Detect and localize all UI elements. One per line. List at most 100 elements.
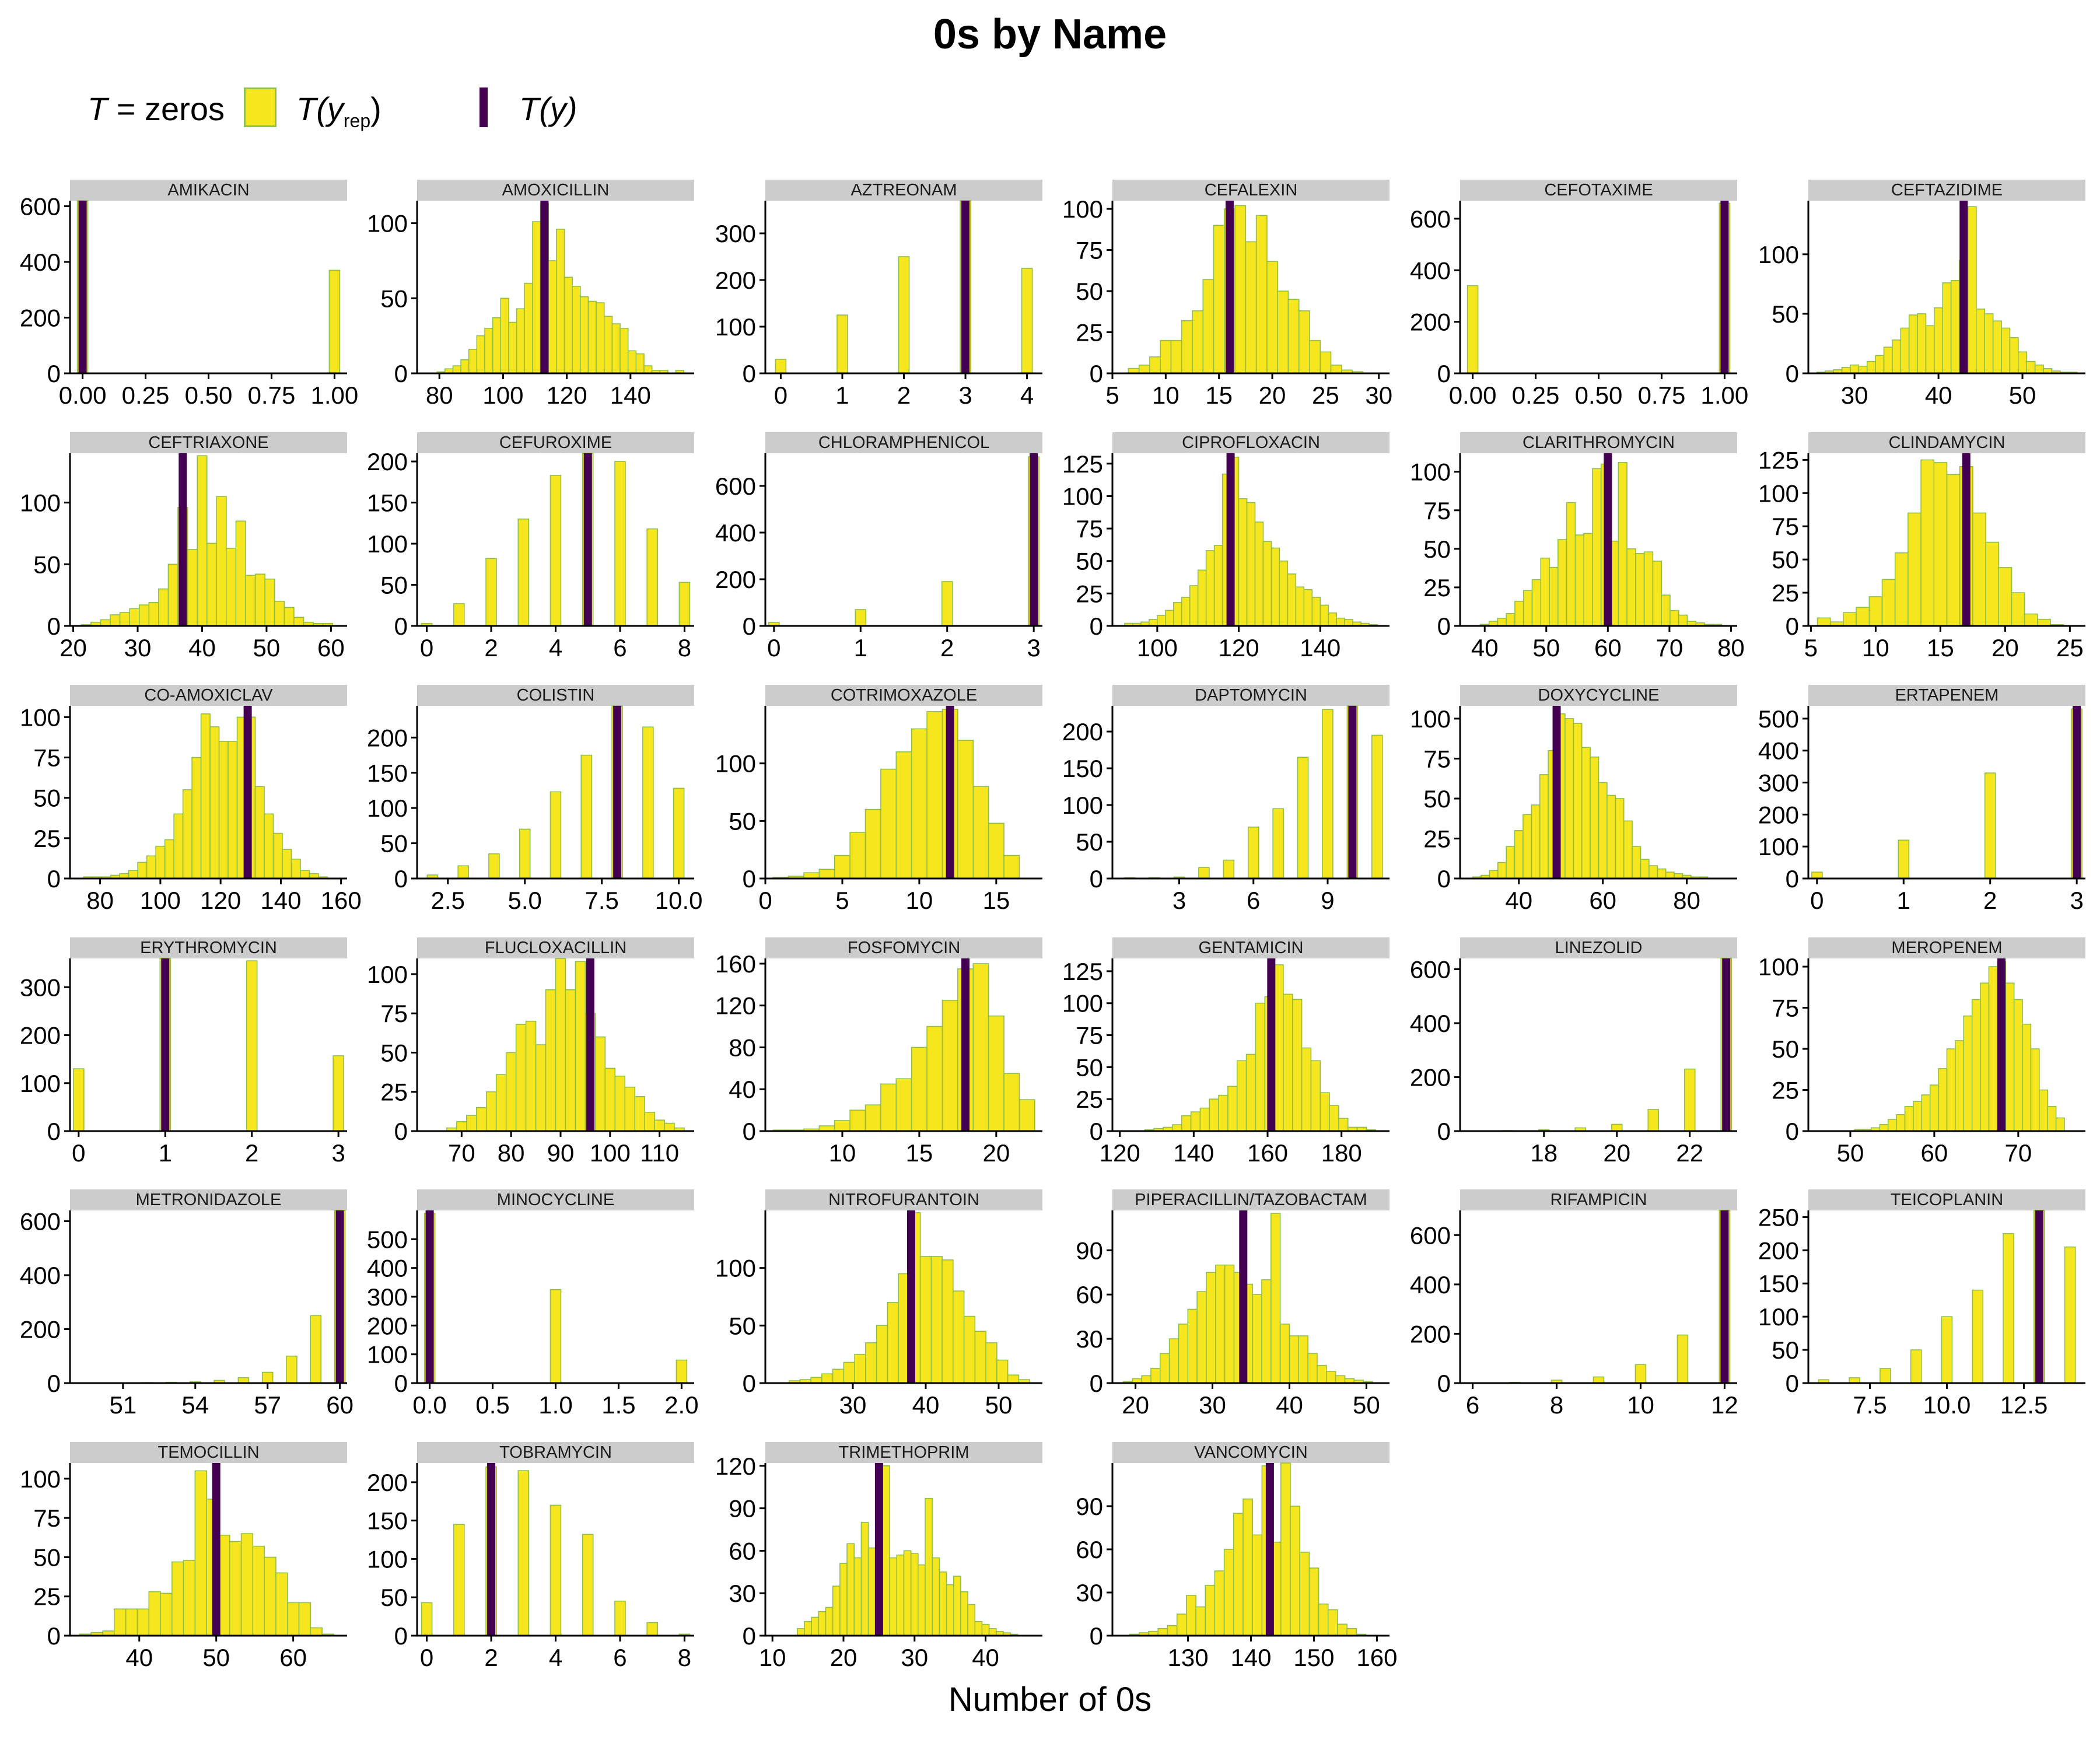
- x-tick-label: 3: [958, 382, 972, 409]
- x-tick-label: 70: [2004, 1139, 2032, 1167]
- y-tick-label: 200: [1062, 718, 1103, 746]
- bar: [1320, 351, 1332, 374]
- bar: [290, 859, 301, 879]
- strip-amikacin: [70, 180, 347, 201]
- x-tick-label: 2: [940, 634, 954, 662]
- bar: [926, 711, 943, 879]
- y-tick-label: 60: [729, 1537, 756, 1564]
- bar: [1272, 808, 1284, 879]
- bar: [1021, 268, 1033, 374]
- bar: [673, 788, 685, 879]
- strip-doxycycline: [1460, 685, 1737, 706]
- bar: [1988, 966, 1998, 1132]
- y-tick-label: 50: [1772, 546, 1799, 573]
- bar: [1904, 1105, 1914, 1132]
- observed-line: [1225, 201, 1234, 373]
- strip-cefuroxime: [417, 432, 694, 453]
- bar: [1661, 594, 1671, 626]
- y-tick-label: 0: [394, 360, 408, 387]
- bar: [2034, 364, 2044, 374]
- y-tick-label: 25: [1772, 1077, 1799, 1104]
- bar: [860, 1522, 869, 1636]
- bar: [310, 1627, 323, 1636]
- panel-title: TOBRAMYCIN: [499, 1443, 612, 1462]
- panel-tobramycin: TOBRAMYCIN 0 50 100 150 200 0 2 4 6 8: [367, 1442, 694, 1671]
- bar: [1261, 1279, 1272, 1384]
- panel-title: CEFTAZIDIME: [1891, 181, 2003, 200]
- y-tick-label: 500: [367, 1226, 408, 1253]
- x-tick-label: 0: [1810, 887, 1824, 914]
- bar: [1896, 1114, 1906, 1132]
- bar: [1178, 1324, 1189, 1384]
- bar: [545, 989, 556, 1132]
- bar: [1670, 610, 1679, 626]
- bar: [1270, 1213, 1281, 1384]
- panel-title: ERTAPENEM: [1895, 686, 1999, 705]
- legend-stat-name: = zeros: [107, 90, 225, 127]
- strip-meropenem: [1808, 937, 2085, 958]
- panel-title: MINOCYCLINE: [497, 1191, 614, 1209]
- x-tick-label: 1: [835, 382, 849, 409]
- bar: [1946, 1048, 1956, 1132]
- x-tick-label: 40: [125, 1644, 153, 1671]
- x-tick-label: 20: [1259, 382, 1286, 409]
- bar: [200, 713, 211, 879]
- y-tick-label: 100: [20, 489, 61, 517]
- bar: [642, 726, 654, 879]
- bar: [2037, 618, 2051, 626]
- bar: [1643, 551, 1654, 626]
- x-tick-label: 7.5: [584, 887, 618, 914]
- bar: [1338, 1118, 1349, 1132]
- x-tick-label: 10.0: [655, 887, 703, 914]
- bar: [1149, 356, 1161, 374]
- panel-cefotaxime: CEFOTAXIME 0 200 400 600 0.00 0.25 0.50 0.75 1.00: [1410, 180, 1748, 409]
- panel-title: DOXYCYCLINE: [1538, 686, 1660, 705]
- bar: [550, 1289, 562, 1384]
- x-tick-label: 20: [982, 1139, 1010, 1167]
- panel-piperacillin-tazobactam: PIPERACILLIN/TAZOBACTAM 0 30 60 90 20 30 40 50: [1076, 1189, 1390, 1419]
- bar: [1238, 498, 1248, 626]
- panel-title: AZTREONAM: [850, 181, 957, 200]
- legend-rep-close: ): [370, 90, 382, 127]
- bar: [853, 1557, 862, 1636]
- x-tick-label: 0.0: [412, 1391, 446, 1419]
- bar: [2003, 1233, 2014, 1384]
- bar: [476, 335, 485, 374]
- x-tick-label: 1: [159, 1139, 172, 1167]
- observed-line: [1030, 453, 1038, 626]
- bar: [849, 832, 866, 879]
- y-tick-label: 50: [380, 1584, 408, 1611]
- bar: [1279, 1324, 1290, 1384]
- bar: [128, 870, 138, 879]
- y-tick-label: 75: [1772, 513, 1799, 540]
- bar: [2024, 613, 2038, 626]
- bar: [167, 564, 178, 626]
- bar: [1209, 1098, 1219, 1132]
- bar: [500, 298, 509, 374]
- panel-title: CEFOTAXIME: [1544, 181, 1653, 200]
- y-tick-label: 0: [1090, 1370, 1103, 1397]
- x-tick-label: 8: [1550, 1391, 1563, 1419]
- bar: [981, 1623, 990, 1636]
- y-tick-label: 100: [367, 794, 408, 822]
- chart-title: 0s by Name: [933, 11, 1167, 58]
- bar: [614, 461, 626, 626]
- y-tick-label: 0: [1090, 360, 1103, 387]
- y-tick-label: 100: [1758, 833, 1799, 860]
- y-tick-label: 80: [729, 1034, 756, 1061]
- bar: [1466, 285, 1479, 374]
- bar: [1206, 1272, 1216, 1384]
- x-tick-label: 140: [1173, 1139, 1214, 1167]
- y-tick-label: 600: [1410, 205, 1451, 233]
- bar: [1925, 325, 1935, 374]
- bar: [1149, 619, 1158, 626]
- bar: [942, 1259, 954, 1384]
- bar: [1252, 1534, 1263, 1636]
- x-tick-label: 40: [972, 1644, 999, 1671]
- bar: [918, 1564, 926, 1636]
- observed-line: [487, 1463, 496, 1636]
- bar: [466, 1115, 477, 1132]
- panel-ceftazidime: CEFTAZIDIME 0 50 100 30 40 50: [1758, 180, 2085, 409]
- bar: [146, 855, 156, 879]
- bar: [245, 575, 256, 626]
